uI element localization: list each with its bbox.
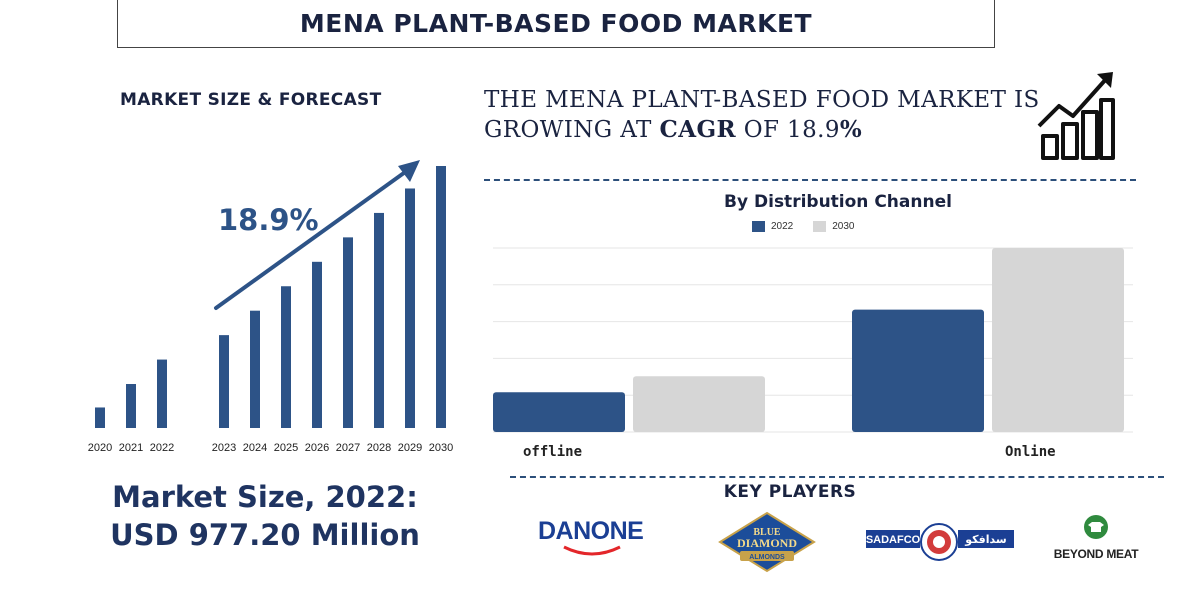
- legend-label-2030: 2030: [832, 221, 855, 232]
- category-label-online: Online: [1005, 444, 1056, 460]
- market-size-line1: Market Size, 2022:: [112, 480, 418, 514]
- beyond-meat-logo: BEYOND MEAT: [1048, 514, 1144, 561]
- market-tick-2020: 2020: [88, 442, 112, 454]
- cagr-headline: THE MENA PLANT-BASED FOOD MARKET IS GROW…: [484, 85, 1040, 145]
- market-size-heading: MARKET SIZE & FORECAST: [120, 90, 382, 110]
- legend-label-2022: 2022: [771, 221, 794, 232]
- legend-item-2030: 2030: [813, 221, 855, 232]
- sadafco-arabic-text: سدافكو: [964, 533, 1006, 546]
- danone-logo-swoosh: [563, 545, 621, 556]
- market-tick-2024: 2024: [243, 442, 267, 454]
- legend-swatch-2030: [813, 221, 827, 232]
- market-bar-2027: [343, 237, 353, 428]
- channel-bar-offline-2022: [493, 392, 625, 432]
- title-box: MENA PLANT-BASED FOOD MARKET: [117, 0, 995, 48]
- market-tick-2028: 2028: [367, 442, 391, 454]
- headline-of: OF 18.9: [736, 117, 840, 143]
- danone-logo: DANONE: [538, 517, 644, 545]
- market-bar-2021: [126, 384, 136, 428]
- category-label-offline: offline: [523, 444, 583, 460]
- market-tick-2021: 2021: [119, 442, 143, 454]
- headline-cagr: CAGR: [659, 116, 737, 143]
- market-bar-2030: [436, 166, 446, 428]
- headline-percent: %: [839, 116, 863, 143]
- legend-item-2022: 2022: [752, 221, 793, 232]
- market-tick-2026: 2026: [305, 442, 329, 454]
- headline-growing: GROWING AT: [484, 117, 660, 143]
- market-bar-2029: [405, 188, 415, 428]
- market-bar-2028: [374, 212, 384, 428]
- distribution-title: By Distribution Channel: [724, 192, 952, 212]
- beyond-meat-text: BEYOND MEAT: [1053, 547, 1139, 561]
- sadafco-logo: SADAFCO سدافكو: [866, 522, 1016, 569]
- beyond-meat-bull-icon: [1084, 515, 1108, 539]
- blue-diamond-logo: BLUE DIAMOND ALMONDS: [718, 511, 816, 573]
- trend-arrow-head: [398, 160, 420, 182]
- market-bar-2026: [312, 261, 322, 428]
- market-bar-2024: [250, 310, 260, 428]
- market-bar-2023: [219, 335, 229, 428]
- svg-text:BLUE: BLUE: [753, 527, 781, 538]
- market-tick-2030: 2030: [429, 442, 453, 454]
- trend-arrow-line: [214, 168, 410, 310]
- headline-line2: GROWING AT CAGR OF 18.9%: [484, 115, 1040, 145]
- channel-bar-online-2022: [852, 309, 984, 432]
- channel-bar-offline-2030: [633, 376, 765, 432]
- market-tick-2023: 2023: [212, 442, 236, 454]
- svg-text:ALMONDS: ALMONDS: [749, 554, 785, 561]
- channel-bar-online-2030: [992, 248, 1124, 432]
- sadafco-logo-mark: SADAFCO سدافكو: [866, 523, 1014, 561]
- legend-swatch-2022: [752, 221, 765, 232]
- market-tick-2027: 2027: [336, 442, 360, 454]
- market-tick-2025: 2025: [274, 442, 298, 454]
- market-tick-2022: 2022: [150, 442, 174, 454]
- market-size-chart: 2020 2021 2022 2023 2024 2025 2026 2027 2028 2029…: [88, 160, 453, 454]
- cagr-annotation: 18.9%: [218, 203, 319, 237]
- market-size-line2: USD 977.20 Million: [110, 518, 420, 552]
- svg-text:DIAMOND: DIAMOND: [737, 536, 797, 550]
- svg-text:SADAFCO: SADAFCO: [866, 534, 921, 546]
- page-title: MENA PLANT-BASED FOOD MARKET: [299, 8, 813, 38]
- distribution-chart: [493, 247, 1133, 433]
- market-bar-2025: [281, 286, 291, 428]
- divider-top: [484, 179, 1136, 181]
- market-size-text: Market Size, 2022: USD 977.20 Million: [40, 478, 490, 554]
- divider-bottom: [510, 476, 1164, 478]
- headline-line1: THE MENA PLANT-BASED FOOD MARKET IS: [484, 87, 1040, 113]
- distribution-legend: 2022 2030: [752, 221, 869, 232]
- market-bar-2020: [95, 407, 105, 428]
- market-tick-2029: 2029: [398, 442, 422, 454]
- key-players-title: KEY PLAYERS: [723, 482, 857, 502]
- market-bar-2022: [157, 359, 167, 428]
- growth-chart-icon: [1037, 72, 1115, 160]
